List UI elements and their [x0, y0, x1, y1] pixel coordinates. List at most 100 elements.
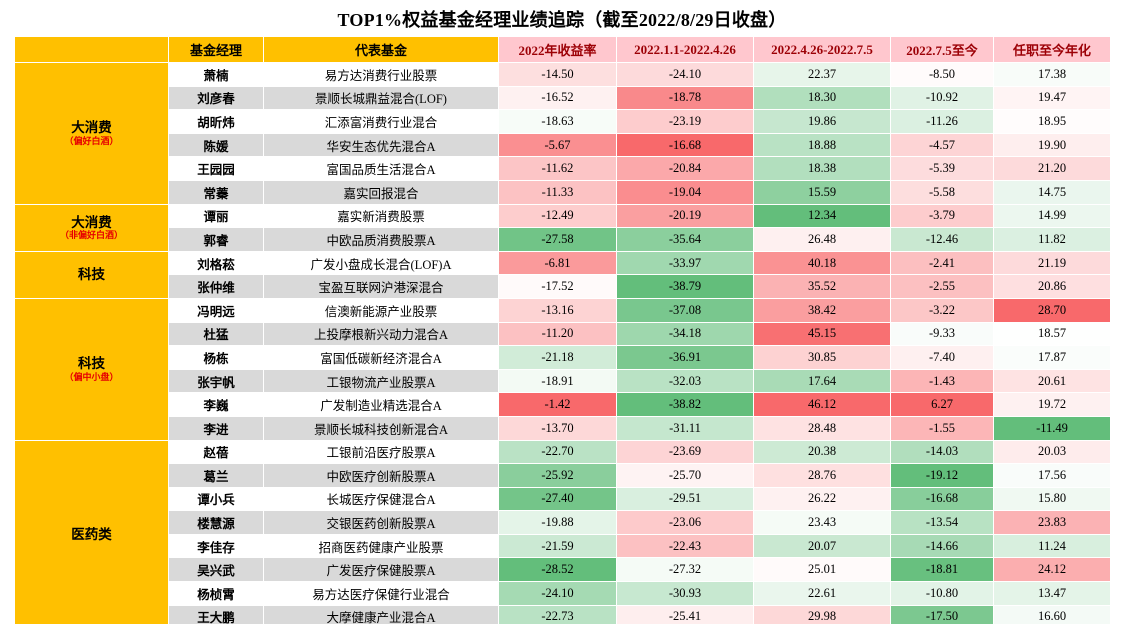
- fund-cell: 广发小盘成长混合(LOF)A: [263, 250, 499, 276]
- col-header-fund-name: 代表基金: [263, 36, 499, 63]
- value-cell: -3.22: [890, 297, 994, 323]
- category-sublabel: （非偏好白酒）: [59, 230, 123, 241]
- value-cell: 21.20: [993, 156, 1111, 181]
- manager-cell: 冯明远: [168, 297, 264, 323]
- col-header-period-3: 2022.7.5至今: [890, 36, 994, 63]
- value-cell: -25.92: [498, 463, 617, 488]
- value-cell: -4.57: [890, 132, 994, 158]
- value-cell: 28.70: [993, 297, 1111, 323]
- value-cell: 6.27: [890, 392, 994, 417]
- category-label: 科技: [78, 356, 105, 372]
- value-cell: 18.30: [753, 85, 891, 111]
- manager-cell: 刘格菘: [168, 250, 264, 276]
- manager-cell: 李佳存: [168, 533, 264, 559]
- value-cell: -16.52: [498, 85, 617, 111]
- category-sublabel: （偏中小盘）: [64, 371, 119, 382]
- value-cell: -1.42: [498, 392, 617, 417]
- header-row: 基金经理 代表基金 2022年收益率 2022.1.1-2022.4.26 20…: [14, 36, 1111, 63]
- category-cell: 大消费 （非偏好白酒）: [14, 203, 169, 252]
- value-cell: 20.61: [993, 368, 1111, 394]
- table-row: 胡昕炜 汇添富消费行业混合 -18.63 -23.19 19.86 -11.26 18.95: [15, 109, 1111, 134]
- value-cell: 18.57: [993, 321, 1111, 347]
- fund-cell: 广发医疗保健股票A: [263, 557, 499, 583]
- manager-cell: 郭睿: [168, 227, 264, 252]
- value-cell: -14.50: [498, 62, 617, 87]
- table-row: 李佳存 招商医药健康产业股票 -21.59 -22.43 20.07 -14.66 11.2…: [15, 533, 1111, 559]
- value-cell: 17.38: [993, 62, 1111, 87]
- table-row: 大消费 （偏好白酒） 萧楠 易方达消费行业股票 -14.50 -24.10 22.37 -8.…: [14, 62, 1111, 205]
- manager-cell: 张仲维: [168, 274, 264, 299]
- value-cell: 23.43: [753, 510, 891, 535]
- fund-cell: 富国品质生活混合A: [263, 156, 499, 181]
- value-cell: 15.59: [753, 179, 891, 205]
- manager-cell: 胡昕炜: [168, 109, 264, 134]
- value-cell: -18.63: [498, 109, 617, 134]
- category-label: 医药类: [71, 526, 112, 542]
- category-cell: 医药类: [14, 439, 169, 624]
- value-cell: -25.41: [616, 604, 754, 624]
- value-cell: -23.06: [616, 510, 754, 535]
- value-cell: 28.48: [753, 415, 891, 441]
- fund-cell: 中欧医疗创新股票A: [263, 463, 499, 488]
- value-cell: 45.15: [753, 321, 891, 347]
- value-cell: -38.79: [616, 274, 754, 299]
- value-cell: 35.52: [753, 274, 891, 299]
- fund-cell: 嘉实新消费股票: [263, 203, 499, 229]
- manager-cell: 刘彦春: [168, 85, 264, 111]
- value-cell: 21.19: [993, 250, 1111, 276]
- value-cell: -12.49: [498, 203, 617, 229]
- value-cell: 18.88: [753, 132, 891, 158]
- value-cell: 14.75: [993, 179, 1111, 205]
- value-cell: -1.43: [890, 368, 994, 394]
- value-cell: 29.98: [753, 604, 891, 624]
- value-cell: 25.01: [753, 557, 891, 583]
- value-cell: -17.50: [890, 604, 994, 624]
- manager-cell: 王大鹏: [168, 604, 264, 624]
- value-cell: -31.11: [616, 415, 754, 441]
- value-cell: -18.91: [498, 368, 617, 394]
- manager-cell: 杨栋: [168, 345, 264, 370]
- fund-cell: 信澳新能源产业股票: [263, 297, 499, 323]
- table-row: 刘彦春 景顺长城鼎益混合(LOF) -16.52 -18.78 18.30 -10.92 1…: [15, 85, 1111, 111]
- col-header-annualized: 任职至今年化: [993, 36, 1111, 63]
- value-cell: -20.19: [616, 203, 754, 229]
- table-row: 张仲维 宝盈互联网沪港深混合 -17.52 -38.79 35.52 -2.55 20.86: [15, 274, 1111, 299]
- value-cell: 19.72: [993, 392, 1111, 417]
- col-header-fund-manager: 基金经理: [168, 36, 264, 63]
- value-cell: 19.90: [993, 132, 1111, 158]
- value-cell: -35.64: [616, 227, 754, 252]
- fund-cell: 易方达医疗保健行业混合: [263, 581, 499, 606]
- value-cell: -11.26: [890, 109, 994, 134]
- value-cell: 14.99: [993, 203, 1111, 229]
- fund-cell: 大摩健康产业混合A: [263, 604, 499, 624]
- value-cell: -18.78: [616, 85, 754, 111]
- value-cell: 26.22: [753, 486, 891, 512]
- table-row: 张宇帆 工银物流产业股票A -18.91 -32.03 17.64 -1.43 20.61: [15, 368, 1111, 394]
- manager-cell: 谭小兵: [168, 486, 264, 512]
- value-cell: -30.93: [616, 581, 754, 606]
- table-row: 王大鹏 大摩健康产业混合A -22.73 -25.41 29.98 -17.50 16.60: [15, 604, 1111, 624]
- manager-cell: 萧楠: [168, 62, 264, 87]
- value-cell: 20.86: [993, 274, 1111, 299]
- col-header-period-1: 2022.1.1-2022.4.26: [616, 36, 754, 63]
- table-row: 常蓁 嘉实回报混合 -11.33 -19.04 15.59 -5.58 14.75: [15, 179, 1111, 205]
- value-cell: 38.42: [753, 297, 891, 323]
- value-cell: 28.76: [753, 463, 891, 488]
- value-cell: 11.24: [993, 533, 1111, 559]
- value-cell: 46.12: [753, 392, 891, 417]
- value-cell: -3.79: [890, 203, 994, 229]
- category-label: 科技: [78, 267, 105, 283]
- value-cell: 19.86: [753, 109, 891, 134]
- category-sublabel: （偏好白酒）: [64, 135, 119, 146]
- table-row: 李巍 广发制造业精选混合A -1.42 -38.82 46.12 6.27 19.72: [15, 392, 1111, 417]
- value-cell: -22.43: [616, 533, 754, 559]
- performance-table: 基金经理 代表基金 2022年收益率 2022.1.1-2022.4.26 20…: [14, 36, 1111, 624]
- value-cell: 11.82: [993, 227, 1111, 252]
- manager-cell: 赵蓓: [168, 439, 264, 465]
- value-cell: -10.92: [890, 85, 994, 111]
- fund-cell: 长城医疗保健混合A: [263, 486, 499, 512]
- table-row: 郭睿 中欧品质消费股票A -27.58 -35.64 26.48 -12.46 11.82: [15, 227, 1111, 252]
- value-cell: -13.16: [498, 297, 617, 323]
- value-cell: -24.10: [616, 62, 754, 87]
- manager-cell: 杨桢霄: [168, 581, 264, 606]
